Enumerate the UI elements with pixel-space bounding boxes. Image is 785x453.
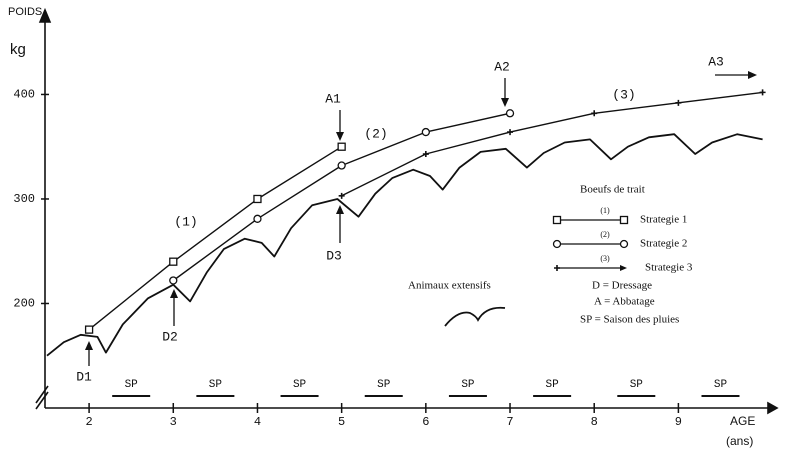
axis-break [35,391,49,410]
y-tick-label: 300 [13,192,35,206]
x-tick-label: 4 [254,415,261,429]
axes [35,7,779,415]
marker [253,194,262,204]
season-label: SP [125,379,139,391]
series-line [46,133,763,357]
legend-key: (1) [600,206,610,215]
x-tick-label: 3 [170,415,177,429]
marker [675,99,682,106]
series-line [88,146,343,331]
legend-key: (3) [600,254,610,263]
annotation: A3 [708,54,724,69]
x-tick-label: 5 [338,415,345,429]
arrow-head [336,205,344,214]
legend-label: Strategie 2 [640,238,687,250]
arrow-head [748,71,757,79]
x-label: AGE [730,414,755,428]
annotation: D3 [326,248,342,263]
marker [591,110,598,117]
legend-arrow [620,265,627,271]
x-arrow [767,401,779,415]
arrow-head [85,341,93,350]
season-label: SP [714,379,728,391]
season-label: SP [209,379,223,391]
legend-label: Animaux extensifs [408,280,491,292]
annotation: D1 [76,369,92,384]
x-tick-label: 6 [422,415,429,429]
y-tick-label: 400 [13,88,35,102]
marker [84,325,94,334]
marker [552,239,562,249]
marker [507,129,514,136]
marker [421,127,430,137]
marker [169,276,178,285]
legend-note: SP = Saison des pluies [580,314,679,326]
season-label: SP [293,379,307,391]
x-tick-label: 2 [85,415,92,429]
season-label: SP [546,379,560,391]
annotation: (1) [174,214,197,229]
legend-label: Strategie 1 [640,214,687,226]
marker [552,215,562,225]
marker [337,161,346,170]
x-tick-label: 8 [591,415,598,429]
axis-break [35,385,49,404]
annotation: D2 [162,329,178,344]
arrow-head [170,289,178,298]
arrow-head [501,98,509,107]
marker [422,151,429,158]
marker [619,215,629,225]
annotation: (3) [612,87,635,102]
legend-swatch [444,306,506,327]
x-tick-label: 9 [675,415,682,429]
season-label: SP [630,379,644,391]
legend-note: A = Abbatage [594,296,655,308]
x-unit: (ans) [726,434,753,448]
series-line [341,91,763,197]
season-label: SP [377,379,391,391]
legend-label: Strategie 3 [645,262,693,274]
y-label: POIDS [8,6,42,18]
marker [253,214,262,223]
arrow-head [336,132,344,141]
legend-key: (2) [600,230,610,239]
legend-note: D = Dressage [592,280,652,292]
annotation: A1 [325,91,341,106]
y-tick-label: 200 [13,297,35,311]
annotation: (2) [364,126,387,141]
marker [759,89,766,96]
season-label: SP [461,379,475,391]
annotation: A2 [494,59,510,74]
y-arrow [38,7,52,23]
marker [554,265,560,271]
legend-title: Boeufs de trait [580,184,645,196]
marker [169,257,178,266]
marker [619,239,629,249]
marker [505,109,515,118]
marker [338,192,345,199]
marker [337,142,346,151]
x-tick-label: 7 [506,415,513,429]
y-unit: kg [10,41,26,58]
